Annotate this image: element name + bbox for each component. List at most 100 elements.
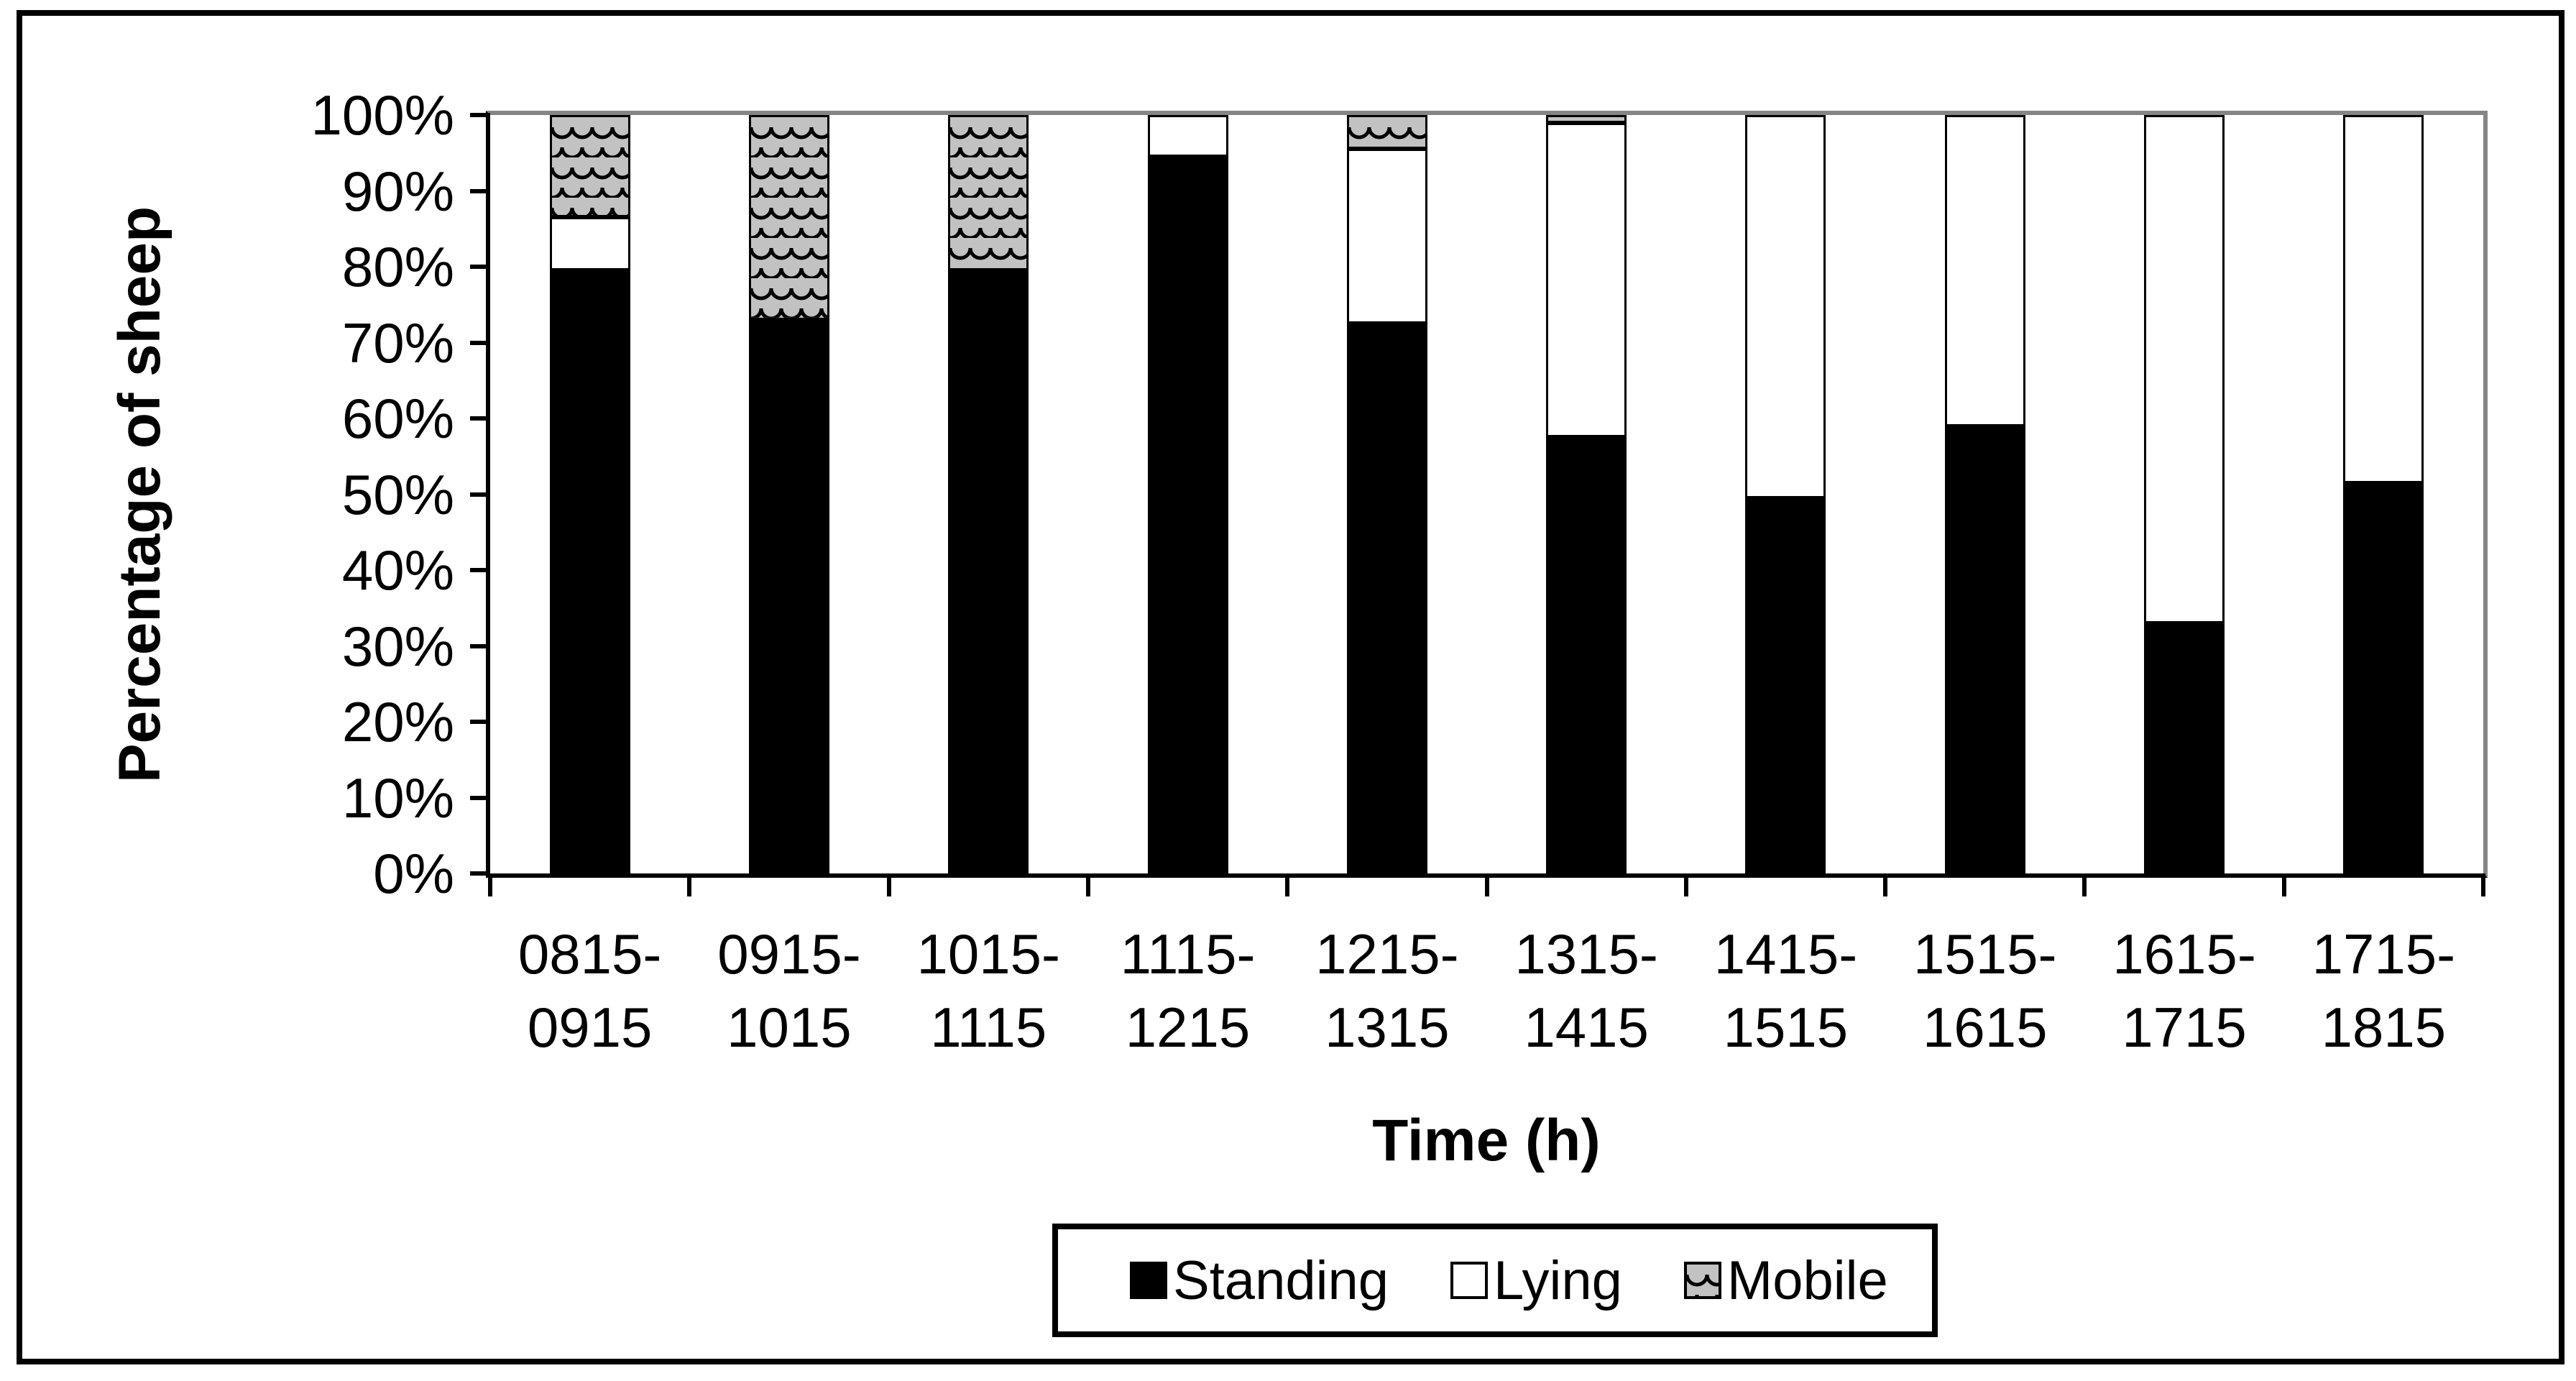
lying-swatch-icon xyxy=(1450,1262,1489,1299)
y-tick-40 xyxy=(470,568,490,572)
x-tick-label-line: 1015 xyxy=(727,996,852,1059)
y-tick-label-20: 20% xyxy=(341,690,454,753)
bar-1015-1115 xyxy=(948,115,1029,873)
x-tick-5 xyxy=(1484,873,1489,896)
bar-1315-1415 xyxy=(1546,115,1627,873)
x-tick-label-1415-1515: 1415- 1515 xyxy=(1670,917,1900,1064)
segment-lying-0815-0915 xyxy=(549,217,630,271)
bar-1415-1515 xyxy=(1745,115,1826,873)
x-tick-label-line: 1715- xyxy=(2312,922,2456,986)
x-tick-label-1215-1315: 1215- 1315 xyxy=(1272,917,1502,1064)
x-axis-title: Time (h) xyxy=(1372,1108,1601,1173)
x-tick-label-line: 1115- xyxy=(1120,922,1256,986)
legend-item-mobile: Mobile xyxy=(1683,1249,1888,1312)
y-tick-label-100: 100% xyxy=(310,83,455,147)
segment-lying-1615-1715 xyxy=(2144,115,2225,623)
bar-0815-0915 xyxy=(549,115,630,873)
y-tick-label-60: 60% xyxy=(341,387,454,450)
x-tick-label-line: 1215 xyxy=(1125,996,1251,1059)
x-tick-label-line: 1215- xyxy=(1315,922,1459,986)
x-tick-9 xyxy=(2281,873,2286,896)
x-tick-8 xyxy=(2082,873,2087,896)
x-tick-7 xyxy=(1883,873,1888,896)
x-tick-label-line: 1715 xyxy=(2122,996,2247,1059)
segment-lying-1715-1815 xyxy=(2343,115,2424,483)
x-tick-2 xyxy=(886,873,891,896)
segment-standing-1615-1715 xyxy=(2144,623,2225,873)
segment-lying-1115-1215 xyxy=(1147,115,1228,157)
x-tick-label-line: 1315- xyxy=(1514,922,1658,986)
bar-1515-1615 xyxy=(1944,115,2025,873)
segment-mobile-1015-1115 xyxy=(948,115,1029,271)
x-tick-label-line: 0815- xyxy=(518,922,662,986)
legend: Standing Lying Mobile xyxy=(1052,1224,1938,1337)
x-tick-1 xyxy=(687,873,692,896)
bar-1615-1715 xyxy=(2144,115,2225,873)
legend-label-lying: Lying xyxy=(1494,1249,1622,1311)
x-tick-label-0915-1015: 0915- 1015 xyxy=(674,917,904,1064)
segment-standing-1315-1415 xyxy=(1546,437,1627,873)
x-tick-label-1015-1115: 1015- 1115 xyxy=(873,917,1103,1064)
y-tick-0 xyxy=(470,871,490,876)
y-tick-30 xyxy=(470,643,490,648)
x-tick-label-line: 1115 xyxy=(930,996,1047,1059)
segment-standing-0815-0915 xyxy=(549,270,630,873)
legend-label-mobile: Mobile xyxy=(1726,1249,1888,1311)
x-tick-label-0815-0915: 0815- 0915 xyxy=(475,917,705,1064)
x-tick-label-1315-1415: 1315- 1415 xyxy=(1471,917,1701,1064)
x-tick-label-line: 1315 xyxy=(1325,996,1450,1059)
x-tick-label-1515-1615: 1515- 1615 xyxy=(1870,917,2100,1064)
segment-mobile-1315-1415 xyxy=(1546,115,1627,123)
segment-standing-1715-1815 xyxy=(2343,482,2424,873)
y-tick-label-0: 0% xyxy=(373,842,454,905)
y-tick-label-50: 50% xyxy=(341,462,454,526)
x-tick-label-line: 1415 xyxy=(1524,996,1649,1059)
segment-standing-1415-1515 xyxy=(1745,497,1826,873)
x-tick-4 xyxy=(1285,873,1290,896)
x-tick-label-line: 1815 xyxy=(2321,996,2447,1059)
x-tick-label-1715-1815: 1715- 1815 xyxy=(2268,917,2498,1064)
x-tick-label-line: 0915 xyxy=(527,996,653,1059)
x-tick-label-1115-1215: 1115- 1215 xyxy=(1073,917,1303,1064)
y-tick-10 xyxy=(470,795,490,800)
y-tick-70 xyxy=(470,340,490,345)
legend-item-lying: Lying xyxy=(1450,1249,1622,1312)
y-axis-title: Percentage of sheep xyxy=(107,206,172,784)
segment-standing-1015-1115 xyxy=(948,270,1029,873)
segment-standing-0915-1015 xyxy=(748,319,829,873)
x-tick-label-line: 1015- xyxy=(916,922,1061,986)
segment-mobile-0815-0915 xyxy=(549,115,630,218)
x-tick-label-line: 1515- xyxy=(1913,922,2057,986)
bar-0915-1015 xyxy=(748,115,829,873)
y-tick-label-80: 80% xyxy=(341,235,454,298)
segment-lying-1415-1515 xyxy=(1745,115,1826,498)
x-tick-label-line: 0915- xyxy=(717,922,861,986)
y-tick-label-70: 70% xyxy=(341,311,454,375)
y-tick-60 xyxy=(470,416,490,421)
y-tick-100 xyxy=(470,113,490,117)
segment-lying-1515-1615 xyxy=(1944,115,2025,426)
y-tick-50 xyxy=(470,492,490,497)
segment-mobile-0915-1015 xyxy=(748,115,829,320)
bars-layer xyxy=(490,115,2483,873)
segment-standing-1215-1315 xyxy=(1346,324,1427,873)
plot-area xyxy=(486,111,2488,878)
x-tick-3 xyxy=(1085,873,1090,896)
mobile-swatch-icon xyxy=(1683,1262,1721,1299)
x-tick-label-1615-1715: 1615- 1715 xyxy=(2069,917,2299,1064)
x-tick-label-line: 1615- xyxy=(2112,922,2256,986)
segment-lying-1215-1315 xyxy=(1346,149,1427,324)
x-tick-6 xyxy=(1683,873,1688,896)
y-tick-label-10: 10% xyxy=(341,766,454,830)
y-tick-label-90: 90% xyxy=(341,159,454,223)
x-tick-0 xyxy=(488,873,492,896)
y-tick-label-30: 30% xyxy=(341,614,454,678)
y-tick-label-40: 40% xyxy=(341,538,454,602)
y-tick-80 xyxy=(470,265,490,269)
x-tick-10 xyxy=(2481,873,2485,896)
bar-1215-1315 xyxy=(1346,115,1427,873)
y-tick-90 xyxy=(470,188,490,193)
bar-1715-1815 xyxy=(2343,115,2424,873)
segment-mobile-1215-1315 xyxy=(1346,115,1427,150)
